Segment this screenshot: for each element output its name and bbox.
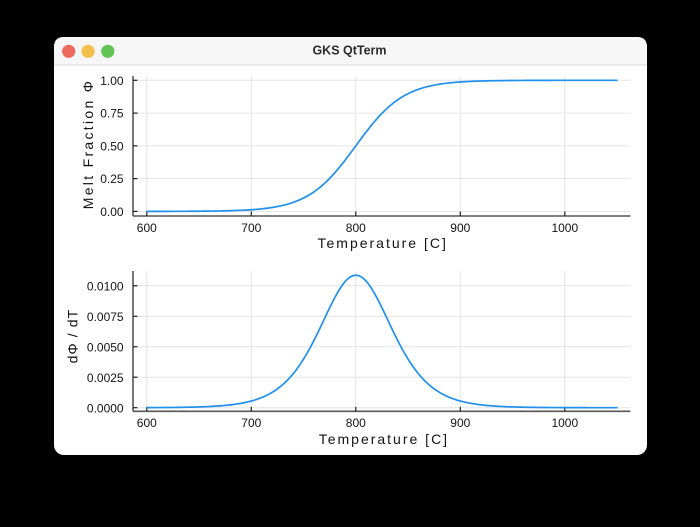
- svg-text:900: 900: [450, 221, 470, 235]
- svg-text:0.50: 0.50: [100, 139, 124, 153]
- svg-text:900: 900: [450, 416, 470, 430]
- svg-text:0.0050: 0.0050: [87, 340, 124, 354]
- svg-text:0.75: 0.75: [100, 107, 124, 121]
- svg-text:0.0100: 0.0100: [87, 279, 124, 293]
- svg-text:1000: 1000: [551, 416, 578, 430]
- svg-text:800: 800: [346, 221, 366, 235]
- svg-text:1.00: 1.00: [100, 74, 124, 88]
- svg-text:600: 600: [137, 221, 157, 235]
- svg-text:700: 700: [241, 221, 261, 235]
- svg-text:0.25: 0.25: [100, 172, 124, 186]
- svg-text:GKS QtTerm: GKS QtTerm: [312, 43, 386, 57]
- svg-text:700: 700: [241, 416, 261, 430]
- svg-text:0.0075: 0.0075: [87, 310, 124, 324]
- svg-text:0.0025: 0.0025: [87, 371, 124, 385]
- svg-text:Melt Fraction Φ: Melt Fraction Φ: [80, 79, 96, 209]
- svg-text:0.00: 0.00: [100, 205, 124, 219]
- svg-text:1000: 1000: [551, 221, 578, 235]
- svg-text:Temperature [C]: Temperature [C]: [319, 431, 449, 447]
- svg-text:800: 800: [346, 416, 366, 430]
- svg-text:600: 600: [137, 416, 157, 430]
- svg-text:Temperature [C]: Temperature [C]: [318, 235, 448, 251]
- svg-text:0.0000: 0.0000: [87, 401, 124, 415]
- svg-text:dΦ / dT: dΦ / dT: [65, 309, 81, 364]
